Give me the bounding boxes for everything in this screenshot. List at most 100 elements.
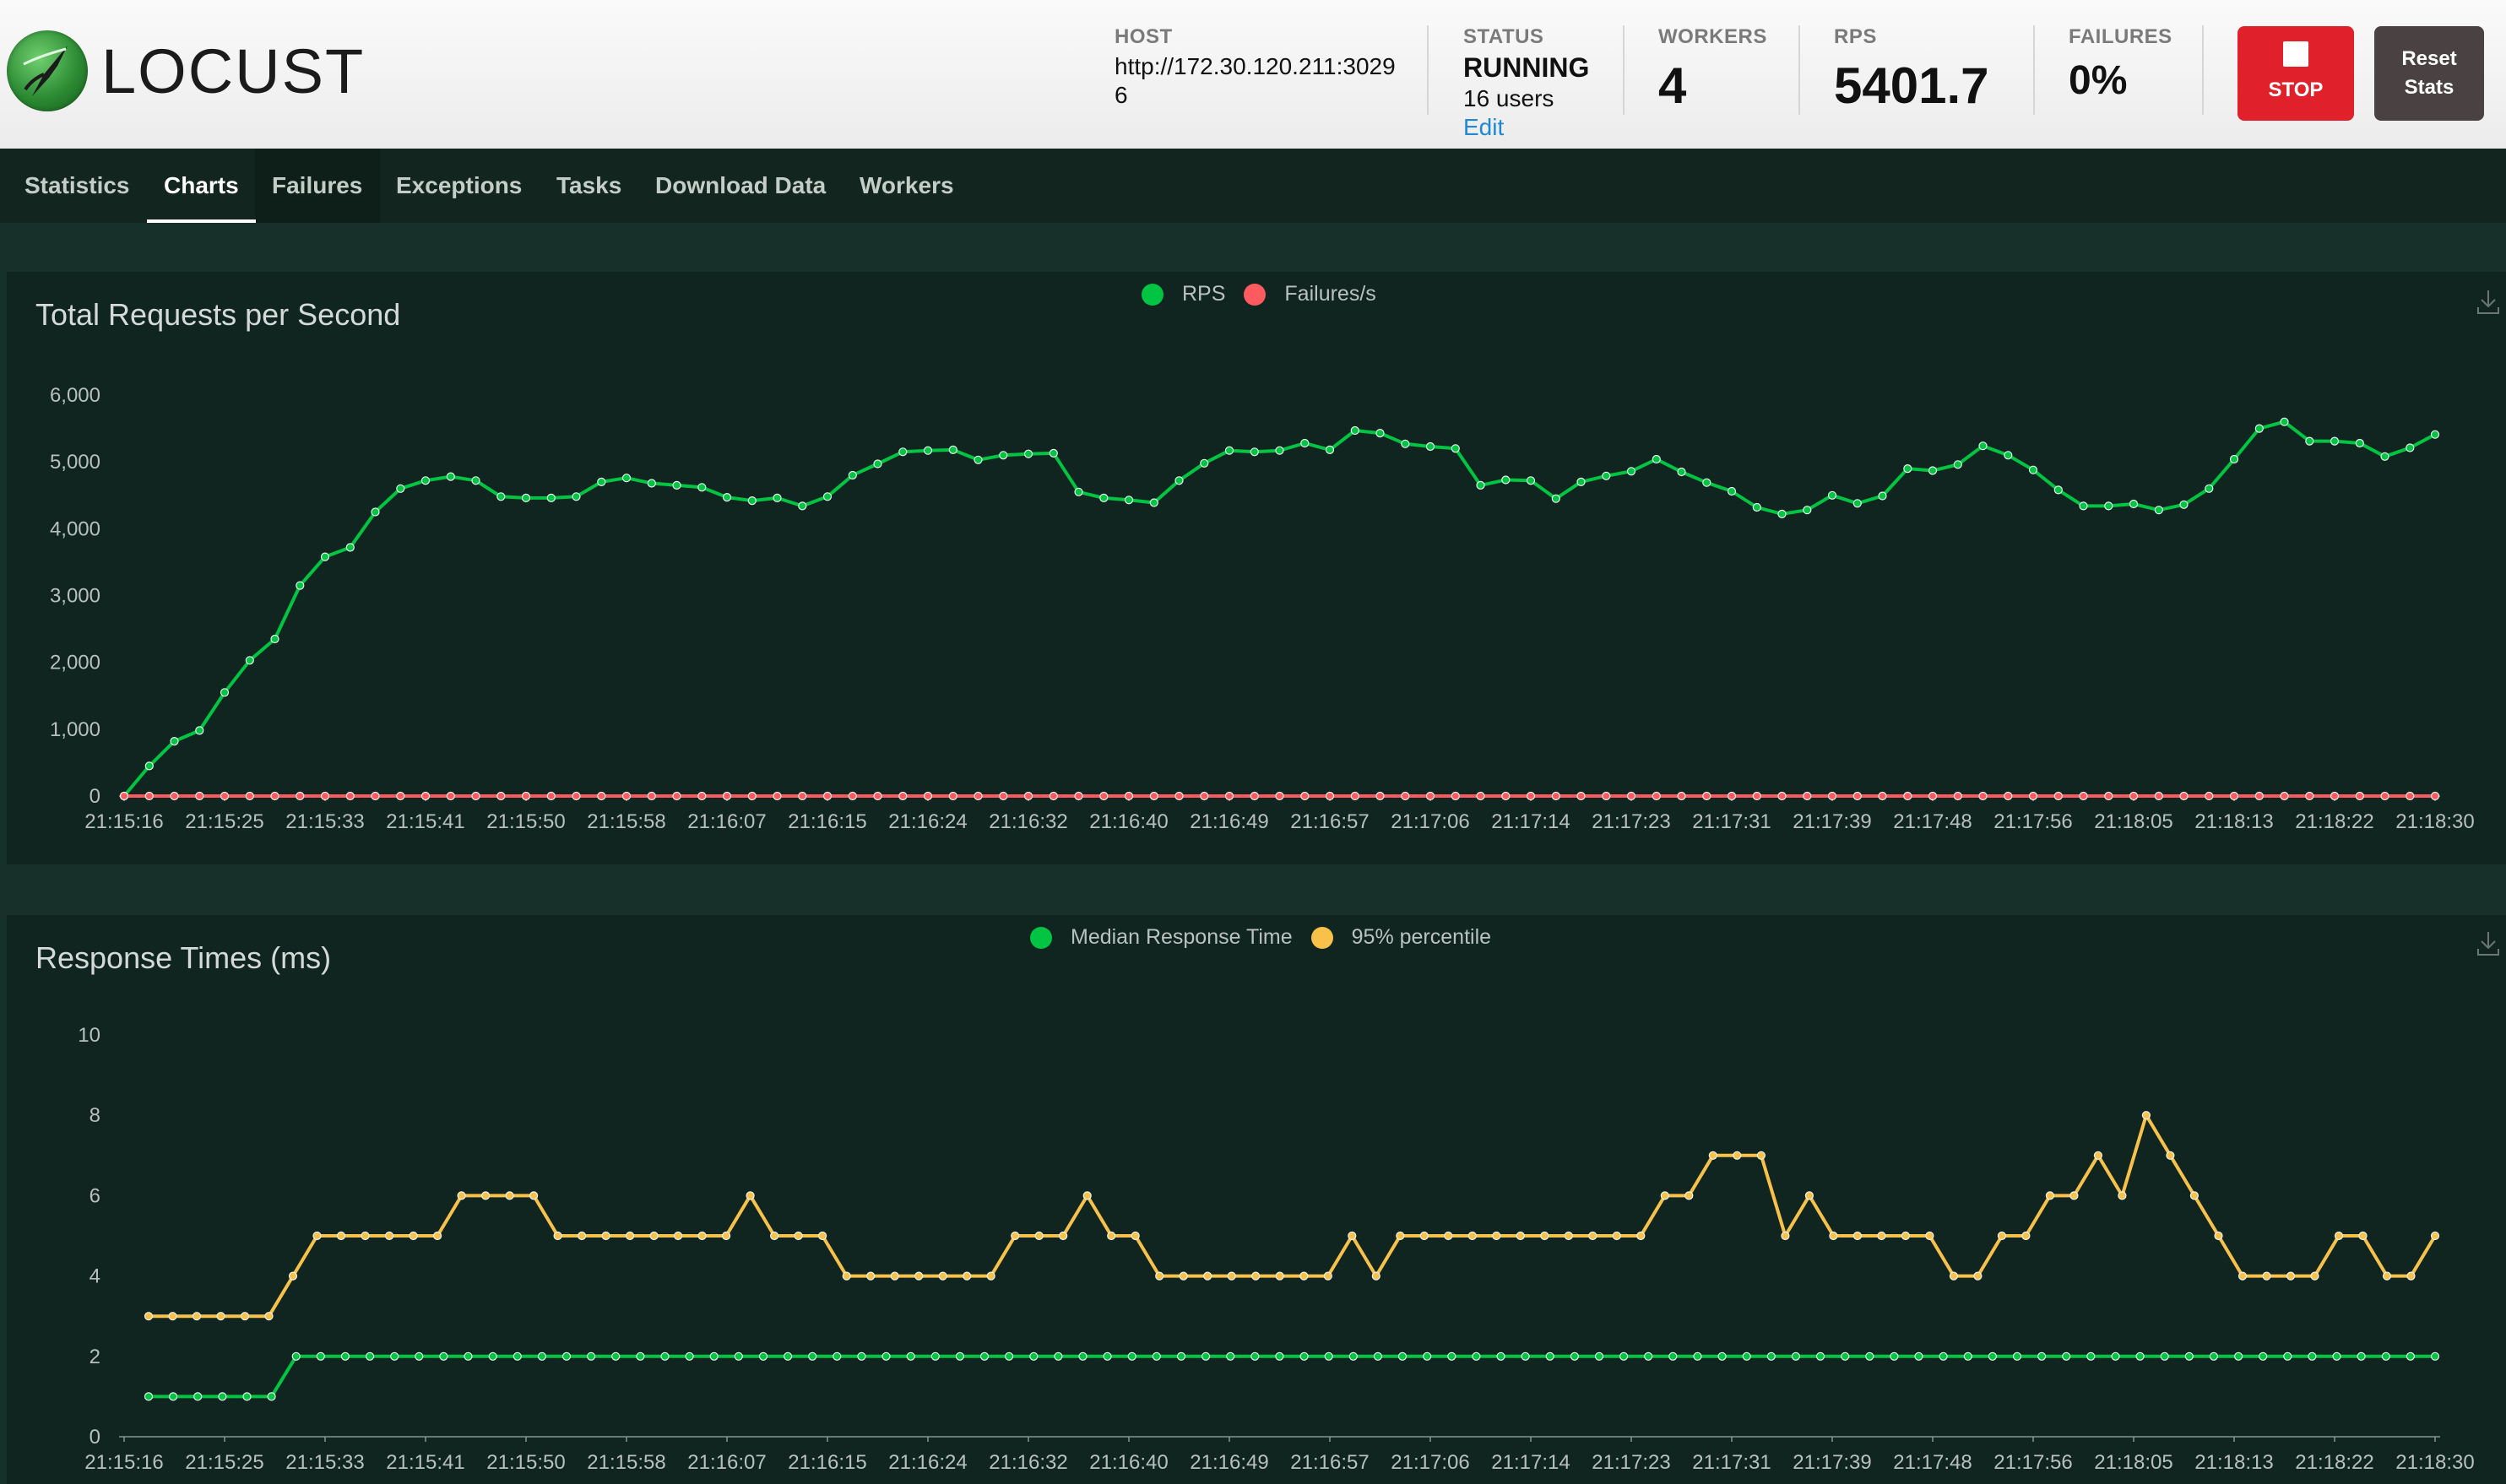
data-point[interactable] [2104,501,2113,511]
data-point[interactable] [1250,1351,1260,1361]
data-point[interactable] [169,1392,178,1401]
data-point[interactable] [1803,791,1812,801]
data-point[interactable] [1099,791,1109,801]
data-point[interactable] [267,1392,276,1401]
data-point[interactable] [1107,1231,1116,1241]
data-point[interactable] [2406,1271,2416,1281]
data-point[interactable] [1708,1151,1717,1160]
data-point[interactable] [270,634,279,644]
data-point[interactable] [2254,791,2264,801]
data-point[interactable] [1373,1351,1383,1361]
data-point[interactable] [2037,1351,2047,1361]
data-point[interactable] [1200,791,1209,801]
data-point[interactable] [521,791,531,801]
legend-item-rps[interactable]: RPS [1142,282,1225,306]
data-point[interactable] [2406,1351,2415,1361]
data-point[interactable] [336,1231,346,1241]
legend-item-failures[interactable]: Failures/s [1244,282,1376,306]
legend-item-median[interactable]: Median Response Time [1030,925,1293,950]
data-point[interactable] [2135,1351,2145,1361]
data-point[interactable] [1953,460,1962,469]
data-point[interactable] [1226,1351,1235,1361]
data-point[interactable] [625,1231,635,1241]
data-point[interactable] [2205,791,2214,801]
data-point[interactable] [1275,1271,1284,1281]
data-point[interactable] [2184,1351,2194,1361]
data-point[interactable] [1425,441,1435,452]
data-point[interactable] [366,1351,375,1361]
data-point[interactable] [822,492,833,501]
data-point[interactable] [2357,1351,2366,1361]
data-point[interactable] [857,1351,866,1361]
data-point[interactable] [746,1191,755,1200]
data-point[interactable] [312,1231,322,1241]
data-point[interactable] [385,1231,394,1241]
data-point[interactable] [1034,1231,1044,1241]
data-point[interactable] [1791,1351,1800,1361]
data-point[interactable] [1852,791,1862,801]
data-point[interactable] [1852,499,1862,508]
data-point[interactable] [2430,1351,2440,1361]
data-point[interactable] [264,1312,274,1321]
data-point[interactable] [170,791,179,801]
data-point[interactable] [2355,438,2364,448]
data-point[interactable] [1939,1351,1948,1361]
data-point[interactable] [240,1312,250,1321]
data-point[interactable] [1878,791,1887,801]
data-point[interactable] [2358,1231,2368,1241]
data-point[interactable] [1781,1231,1790,1241]
data-point[interactable] [1476,791,1485,801]
data-point[interactable] [2254,424,2264,433]
data-point[interactable] [808,1351,817,1361]
data-point[interactable] [496,791,506,801]
data-point[interactable] [2214,1231,2223,1241]
data-point[interactable] [1348,1351,1358,1361]
data-point[interactable] [577,1231,587,1241]
data-point[interactable] [2053,485,2063,495]
data-point[interactable] [1396,1231,1405,1241]
data-point[interactable] [1660,1191,1669,1200]
data-point[interactable] [1054,1351,1063,1361]
data-point[interactable] [1179,1271,1188,1281]
data-point[interactable] [218,1392,227,1401]
data-point[interactable] [2280,791,2289,801]
data-point[interactable] [1829,1231,1838,1241]
data-point[interactable] [747,496,757,506]
data-point[interactable] [2430,791,2440,801]
data-point[interactable] [842,1271,851,1281]
data-point[interactable] [1953,791,1962,801]
data-point[interactable] [1155,1271,1164,1281]
data-point[interactable] [1777,791,1787,801]
data-point[interactable] [1717,1351,1727,1361]
data-point[interactable] [1803,506,1812,515]
data-point[interactable] [2381,1351,2390,1361]
data-point[interactable] [2118,1191,2127,1200]
data-point[interactable] [1914,1351,1923,1361]
data-point[interactable] [220,791,230,801]
data-point[interactable] [734,1351,743,1361]
data-point[interactable] [783,1351,793,1361]
data-point[interactable] [1570,1351,1580,1361]
data-point[interactable] [979,1351,990,1361]
data-point[interactable] [1988,1351,1997,1361]
data-point[interactable] [2154,506,2163,515]
data-point[interactable] [914,1271,924,1281]
data-point[interactable] [1152,1351,1161,1361]
data-point[interactable] [192,1312,202,1321]
data-point[interactable] [773,493,782,502]
data-point[interactable] [1325,791,1335,801]
data-point[interactable] [2189,1191,2199,1200]
data-point[interactable] [1082,1191,1092,1200]
data-point[interactable] [2430,1231,2440,1241]
data-point[interactable] [1602,471,1611,480]
data-point[interactable] [2179,791,2189,801]
data-point[interactable] [505,1191,514,1200]
data-point[interactable] [1124,496,1134,505]
data-point[interactable] [446,791,455,801]
data-point[interactable] [673,1231,683,1241]
data-point[interactable] [1447,1351,1456,1361]
data-point[interactable] [1131,1231,1140,1241]
data-point[interactable] [848,470,857,480]
tab-download-data[interactable]: Download Data [655,172,827,198]
data-point[interactable] [1702,791,1711,801]
